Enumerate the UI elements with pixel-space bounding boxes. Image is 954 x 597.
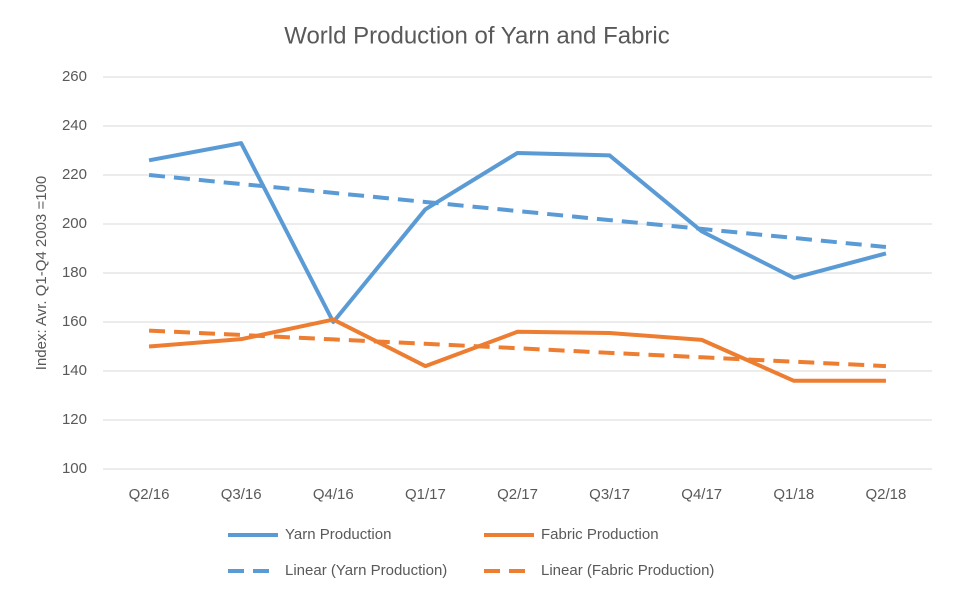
legend-label: Yarn Production <box>285 526 391 543</box>
y-tick-label: 260 <box>62 68 87 85</box>
y-axis-label: Index: Avr. Q1-Q4 2003 =100 <box>33 176 50 370</box>
legend-label: Fabric Production <box>541 526 659 543</box>
legend-label: Linear (Yarn Production) <box>285 562 447 579</box>
x-tick-label: Q4/17 <box>681 486 722 503</box>
y-tick-label: 140 <box>62 362 87 379</box>
y-tick-label: 180 <box>62 264 87 281</box>
x-tick-label: Q3/17 <box>589 486 630 503</box>
x-tick-label: Q2/17 <box>497 486 538 503</box>
y-tick-label: 200 <box>62 215 87 232</box>
y-tick-label: 240 <box>62 117 87 134</box>
x-tick-label: Q2/18 <box>866 486 907 503</box>
y-tick-label: 120 <box>62 411 87 428</box>
y-tick-label: 100 <box>62 460 87 477</box>
x-tick-label: Q4/16 <box>313 486 354 503</box>
chart-title: World Production of Yarn and Fabric <box>284 22 670 49</box>
x-tick-label: Q3/16 <box>221 486 262 503</box>
y-tick-label: 220 <box>62 166 87 183</box>
x-tick-label: Q1/18 <box>773 486 814 503</box>
legend-label: Linear (Fabric Production) <box>541 562 714 579</box>
x-tick-label: Q1/17 <box>405 486 446 503</box>
line <box>148 317 886 383</box>
x-tick-label: Q2/16 <box>129 486 170 503</box>
trend-line <box>148 328 887 369</box>
line <box>148 141 887 324</box>
y-tick-label: 160 <box>62 313 87 330</box>
